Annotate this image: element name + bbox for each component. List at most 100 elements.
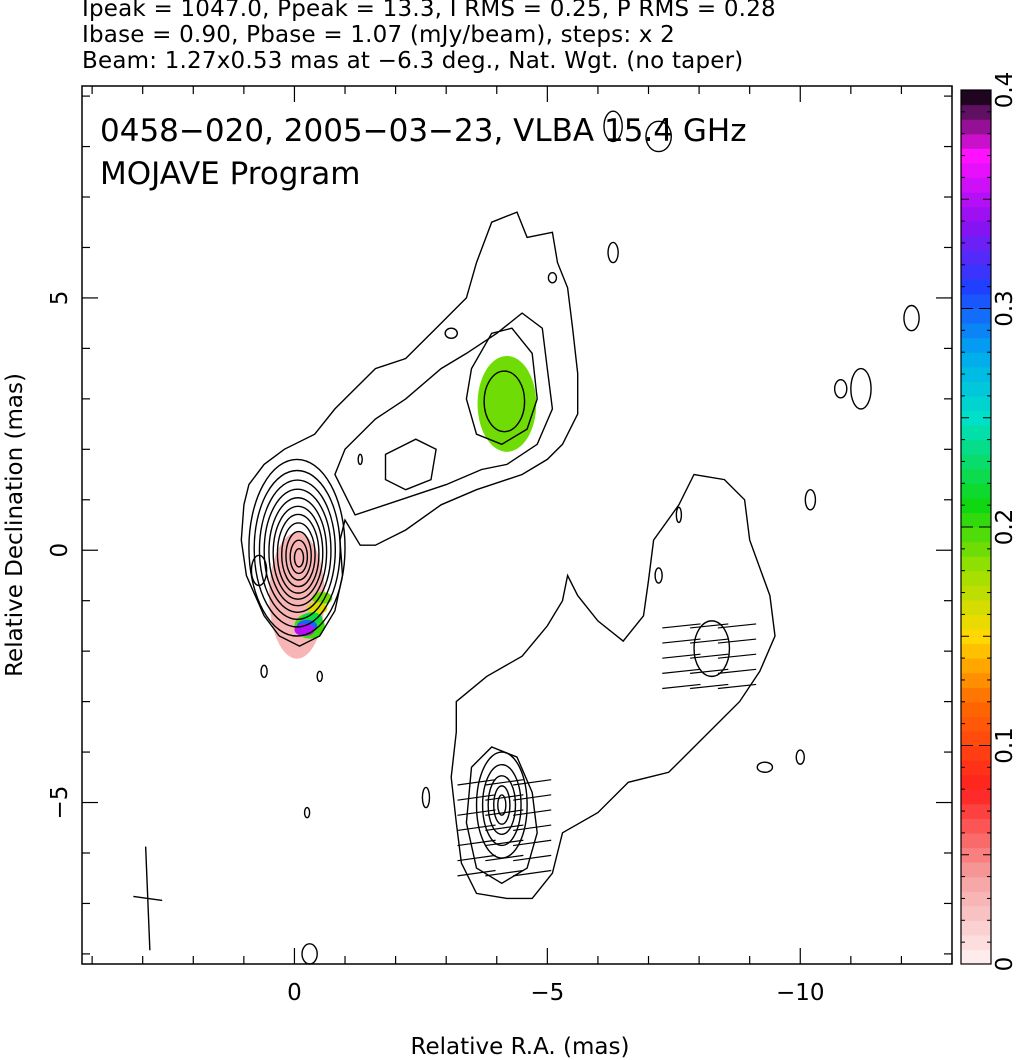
colorbar-swatch	[961, 410, 991, 426]
contour-island-14	[421, 786, 431, 809]
colorbar-tick-label: 0.1	[992, 727, 1018, 764]
colorbar-swatch	[961, 293, 991, 310]
colorbar-swatch	[961, 730, 991, 747]
contour-island-8	[675, 506, 683, 524]
y-tick-label: 5	[47, 291, 73, 306]
colorbar-tick-label: 0.2	[992, 509, 1018, 546]
evpa-vector-0-3-0	[513, 824, 552, 832]
evpa-vector-1-4-1	[690, 623, 729, 629]
colorbar-swatch	[961, 905, 991, 921]
axis-tick-labels: 0 −5 −10 5 0 −5	[47, 291, 825, 1006]
colorbar-swatch	[961, 221, 991, 237]
colorbar-swatch	[961, 891, 991, 907]
evpa-vector-0-2-1	[485, 839, 524, 847]
evpa-vector-1-2-2	[662, 653, 701, 659]
colorbar-swatch	[961, 90, 991, 106]
colorbar-swatch	[961, 527, 991, 543]
colorbar-swatch	[961, 541, 991, 557]
colorbar-swatch	[961, 250, 991, 266]
colorbar-swatch	[961, 468, 991, 484]
evpa-vector-0-5-2	[457, 794, 496, 801]
evpa-vector-0-2-2	[457, 839, 496, 847]
evpa-vector-1-2-0	[717, 653, 757, 659]
x-tick-label: −5	[530, 980, 564, 1006]
colorbar-swatch	[961, 672, 991, 688]
colorbar: 0 0.1 0.2 0.3 0.4	[960, 72, 1018, 972]
colorbar-swatch	[961, 323, 991, 339]
y-axis-label: Relative Declination (mas)	[2, 373, 28, 677]
colorbar-tick-label: 0	[992, 957, 1018, 972]
colorbar-swatch	[961, 381, 991, 397]
evpa-vector-0-1-0	[513, 854, 552, 862]
contour-south-level-7	[497, 794, 507, 816]
evpa-vector-0-6-1	[485, 779, 524, 786]
contour-island-13	[303, 806, 311, 819]
contour-island-12	[316, 670, 323, 683]
colorbar-swatch	[961, 439, 991, 455]
colorbar-swatch	[961, 614, 991, 630]
colorbar-swatch	[961, 949, 991, 965]
evpa-vector-1-4-0	[717, 623, 757, 629]
colorbar-swatch	[961, 934, 991, 951]
evpa-vector-1-1-1	[690, 668, 729, 674]
contour-island-15	[756, 761, 774, 773]
contour-core-level-5	[268, 497, 328, 607]
colorbar-swatch	[961, 454, 991, 470]
contour-south-level-4	[481, 763, 522, 847]
axis-ticks	[82, 86, 953, 964]
contour-level-1-jet	[240, 211, 579, 647]
contour-core-level-6	[272, 505, 324, 600]
contour-island-2	[607, 241, 619, 264]
colorbar-swatch	[961, 104, 991, 120]
colorbar-swatch	[961, 687, 991, 703]
colorbar-swatch	[961, 556, 991, 572]
polarization-region-jet-knot	[477, 355, 537, 452]
colorbar-swatch	[961, 803, 991, 819]
colorbar-swatch	[961, 745, 991, 761]
header-line-peaks: Ipeak = 1047.0, Ppeak = 13.3, I RMS = 0.…	[82, 0, 776, 22]
colorbar-swatch	[961, 570, 991, 586]
colorbar-swatch	[961, 133, 991, 149]
contour-island-1	[645, 120, 672, 153]
contour-core-level-10	[289, 539, 309, 575]
evpa-vector-1-0-1	[690, 683, 729, 690]
colorbar-swatch	[961, 337, 991, 353]
contour-island-19	[444, 327, 459, 339]
plot-frame	[81, 85, 953, 965]
colorbar-tick-label: 0.4	[992, 72, 1018, 109]
colorbar-swatch	[961, 599, 991, 615]
contour-island-10	[357, 453, 363, 466]
evpa-vector-1-3-0	[717, 638, 757, 644]
contour-core-level-7	[276, 513, 320, 594]
y-tick-label: −5	[47, 786, 73, 820]
header-line-base: Ibase = 0.90, Pbase = 1.07 (mJy/beam), s…	[82, 22, 675, 48]
colorbar-swatch	[961, 643, 991, 659]
x-tick-label: 0	[287, 980, 302, 1006]
colorbar-swatch	[961, 279, 991, 295]
contour-island-17	[301, 943, 318, 965]
contour-island-18	[250, 554, 268, 587]
evpa-vector-0-3-2	[457, 824, 496, 832]
evpa-vector-1-0-0	[717, 683, 757, 690]
contour-core-level-11	[293, 548, 305, 568]
contour-south-level-5	[487, 775, 517, 836]
contour-core-level-1	[248, 458, 346, 637]
evpa-vector-0-1-2	[457, 854, 496, 862]
contour-core-level-3	[258, 479, 337, 621]
contour-island-4	[903, 304, 920, 332]
colorbar-swatch	[961, 235, 991, 251]
colorbar-swatch	[961, 191, 991, 208]
contour-island-5	[850, 367, 872, 410]
evpa-vector-0-6-2	[457, 779, 496, 786]
contour-island-3	[547, 272, 558, 284]
intensity-contours	[240, 110, 920, 965]
colorbar-swatch	[961, 366, 991, 382]
evpa-vector-0-5-1	[485, 794, 524, 801]
colorbar-swatch	[961, 789, 991, 805]
colorbar-swatch	[961, 483, 991, 499]
colorbar-swatch	[961, 119, 991, 135]
colorbar-swatch	[961, 760, 991, 776]
evpa-vector-1-3-2	[662, 638, 701, 644]
evpa-vector-1-1-0	[717, 668, 757, 674]
